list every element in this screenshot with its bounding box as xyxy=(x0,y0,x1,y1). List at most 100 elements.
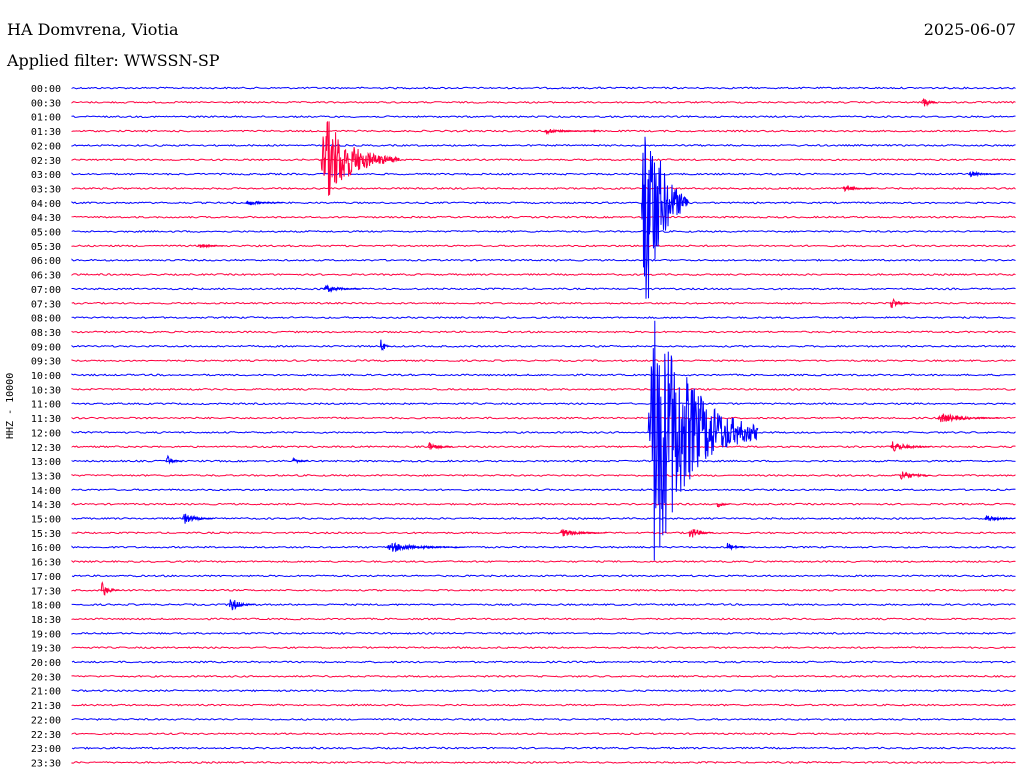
trace-row: 10:00 xyxy=(31,371,1016,382)
trace-row: 14:30 xyxy=(31,500,1016,511)
seismic-event-waveform xyxy=(889,297,909,309)
row-time-label: 03:00 xyxy=(31,170,61,181)
trace-row: 22:30 xyxy=(31,730,1016,741)
row-time-label: 04:00 xyxy=(31,199,61,210)
trace-row: 18:00 xyxy=(31,601,1016,612)
trace-line xyxy=(71,430,1016,434)
trace-line xyxy=(71,502,1016,506)
row-time-label: 06:30 xyxy=(31,271,61,282)
trace-row: 12:30 xyxy=(31,443,1016,454)
trace-row: 01:30 xyxy=(31,127,1016,138)
trace-row: 13:00 xyxy=(31,457,1016,468)
seismic-event-waveform xyxy=(320,121,400,196)
trace-row: 08:30 xyxy=(31,328,1016,339)
row-time-label: 05:00 xyxy=(31,228,61,239)
trace-row: 13:30 xyxy=(31,471,1016,482)
row-time-label: 15:30 xyxy=(31,529,61,540)
trace-row: 06:00 xyxy=(31,256,1016,267)
row-time-label: 08:00 xyxy=(31,314,61,325)
seismic-event-waveform xyxy=(379,339,390,351)
row-time-label: 14:00 xyxy=(31,486,61,497)
row-time-label: 23:30 xyxy=(31,758,61,769)
trace-row: 04:30 xyxy=(31,213,1016,224)
row-time-label: 15:00 xyxy=(31,515,61,526)
row-time-label: 20:00 xyxy=(31,658,61,669)
trace-row: 09:00 xyxy=(31,342,1016,353)
row-time-label: 07:30 xyxy=(31,299,61,310)
trace-line xyxy=(71,717,1016,721)
row-time-label: 17:00 xyxy=(31,572,61,583)
trace-line xyxy=(71,402,1016,406)
row-time-label: 02:30 xyxy=(31,156,61,167)
seismic-event-waveform xyxy=(889,441,931,452)
row-time-label: 08:30 xyxy=(31,328,61,339)
trace-line xyxy=(71,689,1016,693)
row-time-label: 09:30 xyxy=(31,357,61,368)
trace-line xyxy=(71,86,1016,90)
trace-line xyxy=(71,732,1016,736)
row-time-label: 10:00 xyxy=(31,371,61,382)
trace-line xyxy=(71,215,1016,219)
trace-row: 19:00 xyxy=(31,629,1016,640)
row-time-label: 21:30 xyxy=(31,701,61,712)
seismic-event-waveform xyxy=(984,515,1016,522)
trace-line xyxy=(71,416,1016,420)
seismic-event-waveform xyxy=(165,454,183,465)
trace-row: 15:00 xyxy=(31,515,1016,526)
trace-line xyxy=(71,660,1016,664)
trace-row: 03:30 xyxy=(31,184,1016,195)
trace-row: 05:30 xyxy=(31,242,1016,253)
trace-row: 00:00 xyxy=(31,84,1016,95)
trace-line xyxy=(71,143,1016,147)
trace-line xyxy=(71,488,1016,492)
trace-row: 00:30 xyxy=(31,98,1016,109)
trace-line xyxy=(71,258,1016,262)
trace-row: 02:00 xyxy=(31,141,1016,152)
trace-line xyxy=(71,273,1016,276)
row-time-label: 21:00 xyxy=(31,687,61,698)
trace-row: 21:00 xyxy=(31,687,1016,698)
row-time-label: 10:30 xyxy=(31,385,61,396)
row-time-label: 11:30 xyxy=(31,414,61,425)
row-time-label: 19:00 xyxy=(31,629,61,640)
station-title: HA Domvrena, Viotia xyxy=(7,20,179,39)
row-time-label: 07:00 xyxy=(31,285,61,296)
trace-row: 16:30 xyxy=(31,558,1016,569)
trace-row: 23:00 xyxy=(31,744,1016,755)
date-label: 2025-06-07 xyxy=(923,20,1016,39)
trace-line xyxy=(71,531,1016,535)
trace-line xyxy=(71,646,1016,650)
trace-line xyxy=(71,244,1016,248)
seismic-event-waveform xyxy=(197,243,224,249)
trace-line xyxy=(71,761,1016,764)
seismic-event-waveform xyxy=(842,184,875,193)
seismic-event-waveform xyxy=(228,599,255,611)
trace-line xyxy=(71,746,1016,750)
row-time-label: 03:30 xyxy=(31,184,61,195)
seismic-event-waveform xyxy=(647,320,759,561)
trace-line xyxy=(71,703,1016,707)
row-time-label: 16:30 xyxy=(31,558,61,569)
trace-row: 10:30 xyxy=(31,385,1016,396)
trace-row: 16:00 xyxy=(31,543,1016,554)
row-time-label: 02:00 xyxy=(31,141,61,152)
trace-row: 03:00 xyxy=(31,170,1016,181)
seismic-event-waveform xyxy=(544,128,592,136)
seismic-event-waveform xyxy=(726,542,745,551)
trace-line xyxy=(71,545,1016,549)
trace-row: 22:00 xyxy=(31,715,1016,726)
trace-row: 11:00 xyxy=(31,400,1016,411)
seismic-event-waveform xyxy=(559,528,607,537)
row-time-label: 04:30 xyxy=(31,213,61,224)
trace-row: 14:00 xyxy=(31,486,1016,497)
trace-line xyxy=(71,445,1016,449)
trace-row: 05:00 xyxy=(31,228,1016,239)
trace-row: 08:00 xyxy=(31,314,1016,325)
trace-row: 17:30 xyxy=(31,586,1016,597)
row-time-label: 17:30 xyxy=(31,586,61,597)
row-time-label: 06:00 xyxy=(31,256,61,267)
trace-row: 19:30 xyxy=(31,644,1016,655)
trace-line xyxy=(71,373,1016,377)
row-time-label: 09:00 xyxy=(31,342,61,353)
